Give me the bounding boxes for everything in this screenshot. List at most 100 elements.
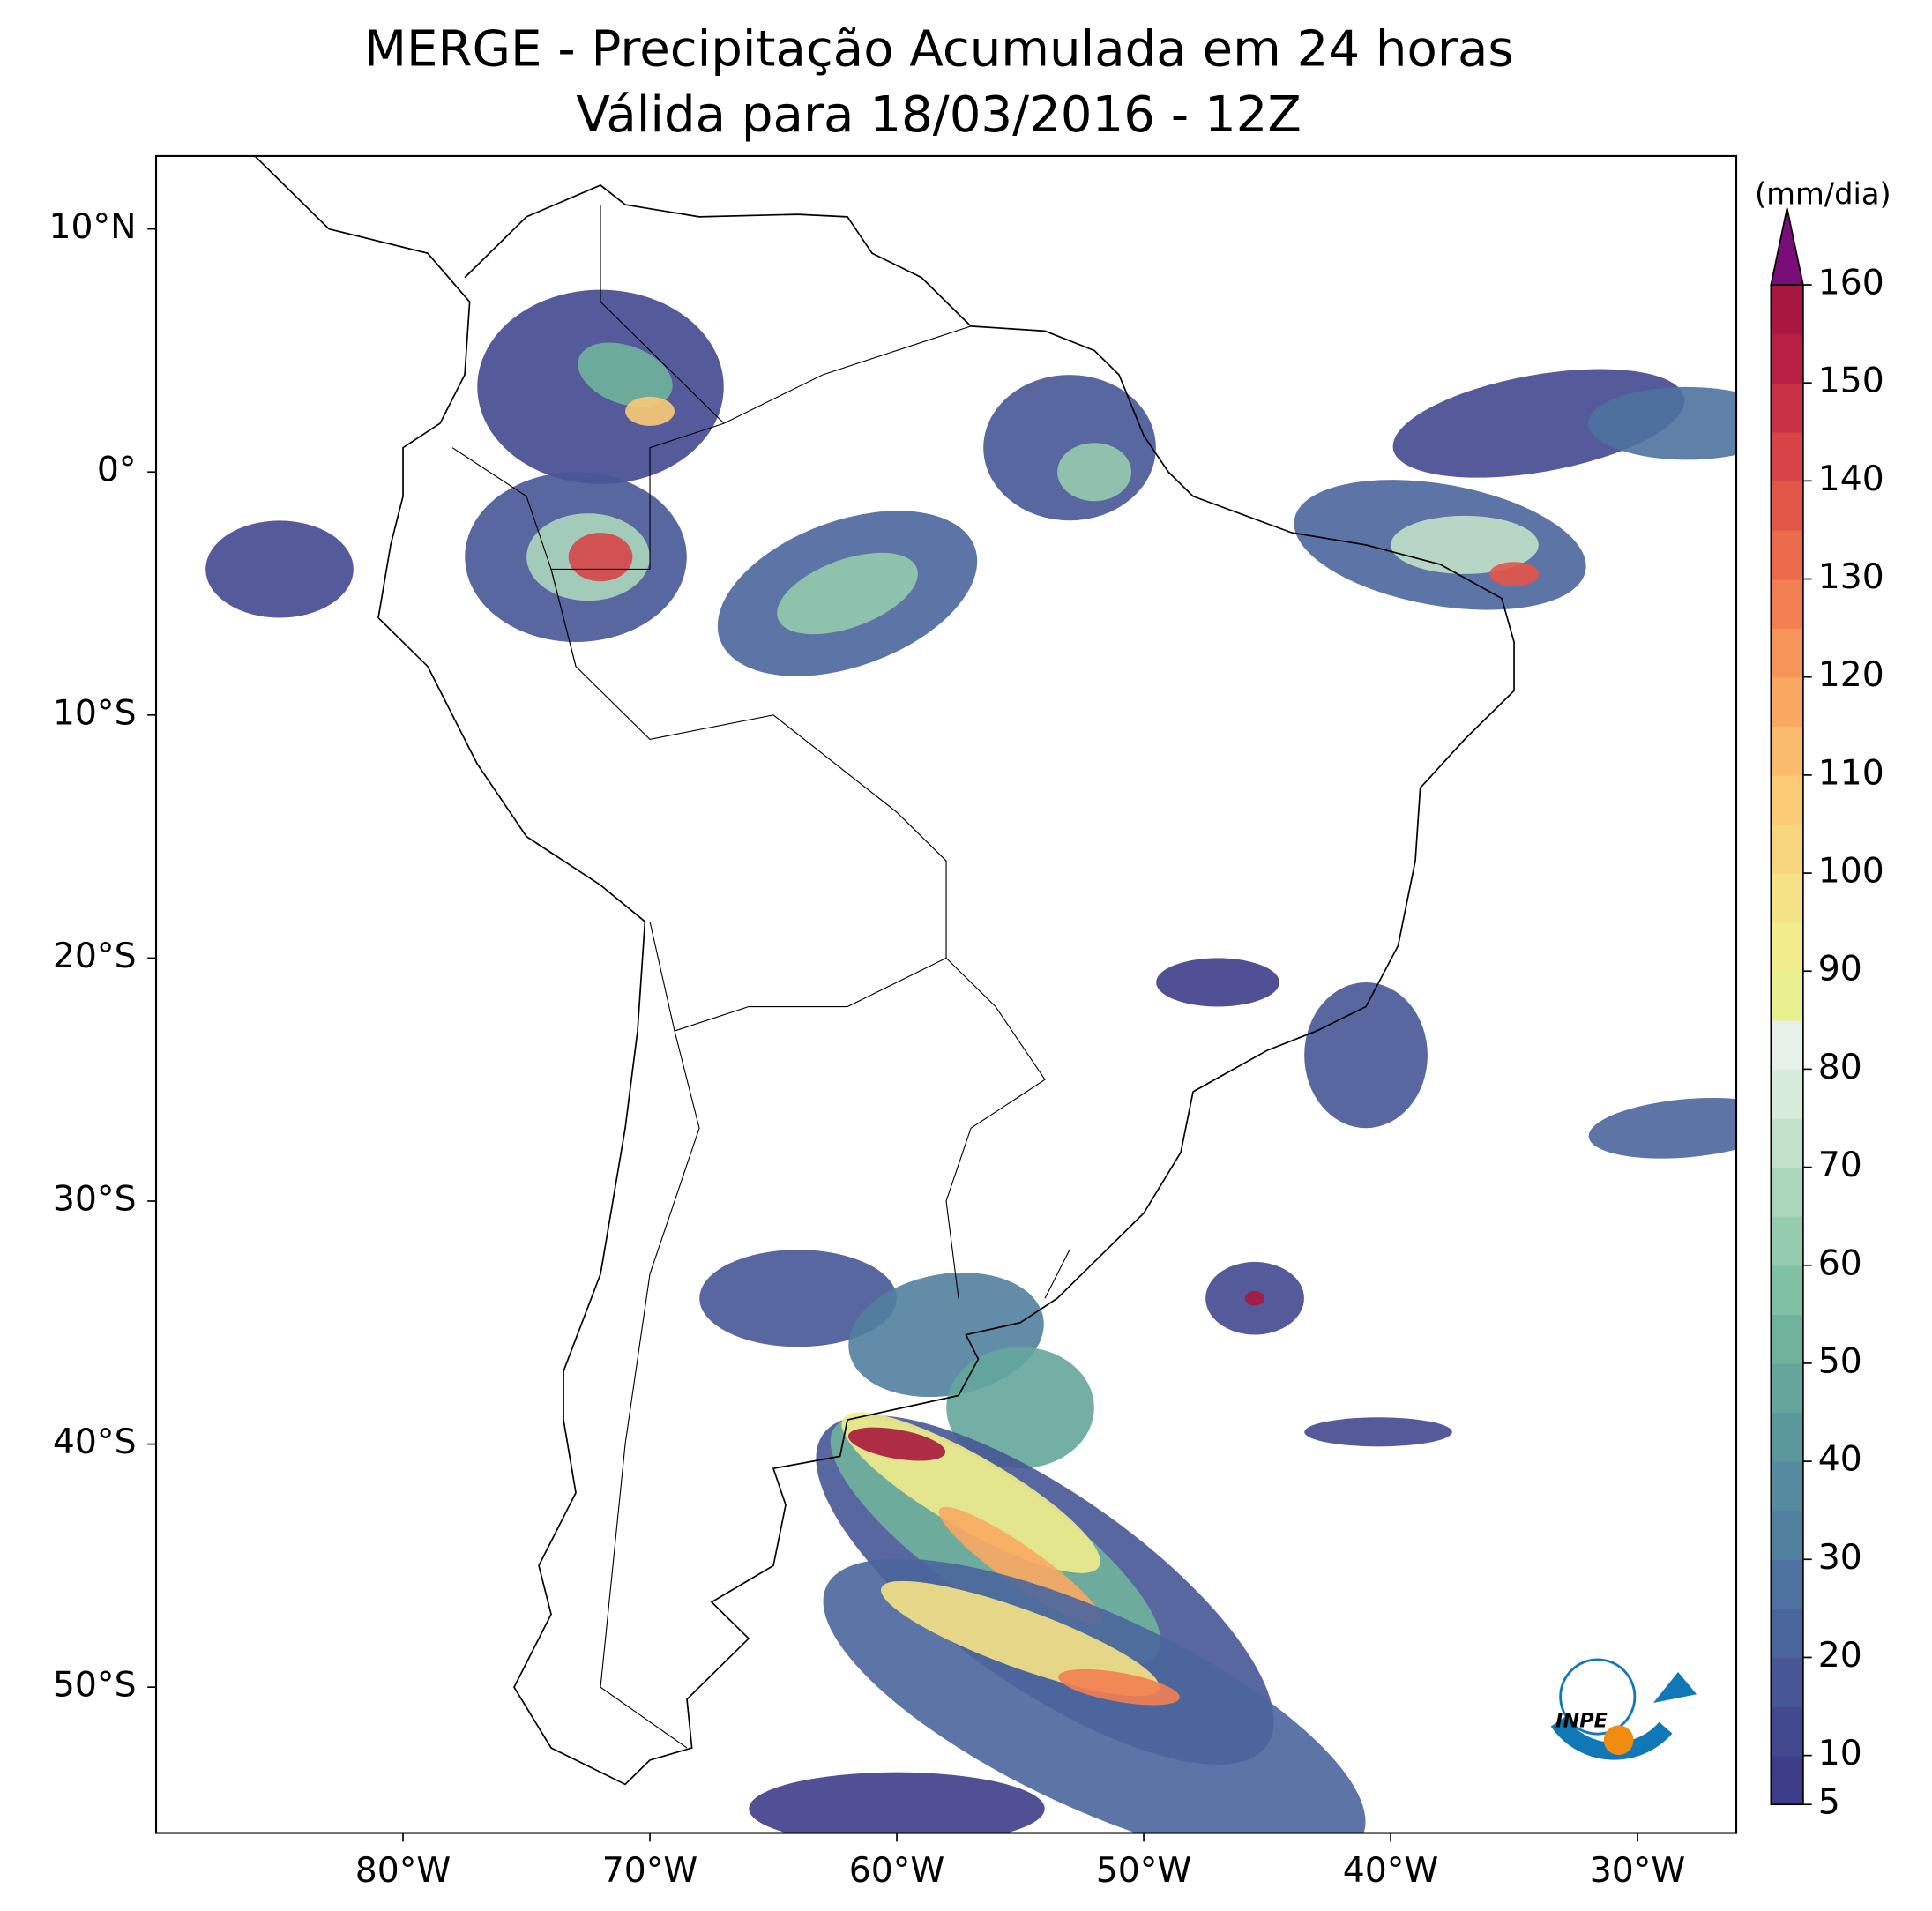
colorbar-band [1771, 1559, 1803, 1609]
precip-area [847, 1427, 946, 1461]
colorbar-band [1771, 1069, 1803, 1119]
colorbar-band [1771, 1608, 1803, 1659]
precip-area [625, 396, 675, 426]
colorbar-tick-label: 60 [1818, 1243, 1862, 1283]
colorbar-extend [1770, 207, 1804, 286]
colorbar-band [1771, 285, 1803, 335]
colorbar-tick-label: 50 [1818, 1341, 1862, 1381]
precip-area [1244, 1290, 1265, 1306]
colorbar-tick-label: 130 [1818, 557, 1884, 597]
border [600, 205, 725, 424]
colorbar-band [1771, 579, 1803, 629]
colorbar-tick-label: 30 [1818, 1538, 1862, 1578]
precip-area [1156, 958, 1279, 1007]
colorbar-tick-label: 70 [1818, 1146, 1862, 1185]
colorbar-tick-label: 140 [1818, 459, 1884, 499]
colorbar-tick-label: 110 [1818, 753, 1884, 793]
colorbar-band [1771, 1706, 1803, 1757]
logo-arrow [1652, 1671, 1697, 1704]
colorbar-tick-label: 90 [1818, 950, 1862, 989]
logo-orbit [1559, 1658, 1637, 1736]
colorbar-band [1771, 676, 1803, 728]
precip-area [946, 1347, 1094, 1469]
precip-area [1489, 562, 1539, 586]
colorbar-band [1771, 529, 1803, 580]
x-tick-label: 80°W [355, 1851, 451, 1891]
colorbar-band [1771, 1461, 1803, 1512]
colorbar-band [1771, 1510, 1803, 1560]
precip-area [1058, 1668, 1180, 1706]
x-tick-label: 40°W [1343, 1851, 1439, 1891]
x-tick-label: 70°W [602, 1851, 698, 1891]
precip-area [1057, 443, 1131, 502]
y-tick-label: 40°S [53, 1422, 137, 1462]
precip-area [1391, 515, 1539, 574]
y-tick-label: 0° [97, 451, 137, 490]
precip-area [578, 342, 673, 407]
colorbar-band [1771, 1362, 1803, 1414]
y-tick-label: 50°S [53, 1666, 137, 1706]
precip-area [1304, 1417, 1452, 1447]
colorbar-tick-label: 20 [1818, 1636, 1862, 1676]
precip-area [749, 1772, 1045, 1833]
colorbar-band [1771, 774, 1803, 825]
colorbar-tick-label: 10 [1818, 1734, 1862, 1773]
colorbar-band [1771, 824, 1803, 874]
colorbar-band [1771, 1265, 1803, 1316]
colorbar-tick-label: 120 [1818, 655, 1884, 695]
colorbar-band [1771, 726, 1803, 776]
precip-area [777, 552, 918, 635]
colorbar-tick-label: 40 [1818, 1440, 1862, 1480]
colorbar-band [1771, 1412, 1803, 1462]
title: MERGE - Precipitação Acumulada em 24 hor… [364, 21, 1514, 78]
colorbar-tick-label: 150 [1818, 362, 1884, 401]
colorbar-band [1771, 922, 1803, 972]
colorbar-band [1771, 431, 1803, 482]
x-tick-label: 30°W [1590, 1851, 1686, 1891]
logo-text: INPE [1555, 1710, 1608, 1733]
colorbar-band [1771, 1167, 1803, 1217]
coastline [254, 155, 1515, 1786]
precip-area [205, 520, 354, 618]
precip-area [1588, 386, 1737, 460]
colorbar-band [1771, 1117, 1803, 1168]
precip-area [1588, 1097, 1737, 1159]
colorbar-label: (mm/dia) [1755, 176, 1891, 211]
logo: INPE [1550, 1658, 1697, 1760]
colorbar-band [1771, 628, 1803, 678]
colorbar-band [1771, 1314, 1803, 1364]
map-frame [154, 154, 1738, 1834]
colorbar-tick-label: 80 [1818, 1048, 1862, 1087]
colorbar-band [1771, 383, 1803, 433]
border [945, 957, 1046, 1299]
y-tick-label: 10°N [48, 207, 136, 247]
colorbar-band [1771, 481, 1803, 531]
border [674, 957, 947, 1032]
colorbar-band [1771, 1755, 1803, 1805]
y-tick-label: 10°S [53, 693, 137, 733]
colorbar-tick-label: 5 [1818, 1783, 1840, 1823]
y-tick-label: 20°S [53, 937, 137, 976]
border [600, 921, 700, 1749]
colorbar-tick-label: 160 [1818, 264, 1884, 303]
precip-area [1304, 982, 1428, 1129]
colorbar-band [1771, 1216, 1803, 1266]
colorbar-frame [1770, 284, 1804, 1806]
border [1044, 1249, 1070, 1299]
logo-dot [1603, 1725, 1634, 1756]
colorbar-band [1771, 333, 1803, 384]
precip-area [1392, 369, 1685, 478]
colorbar-band [1771, 1019, 1803, 1071]
precip-area [881, 1580, 1160, 1697]
map-area [205, 155, 1737, 1833]
x-tick-label: 60°W [849, 1851, 945, 1891]
precip-area [699, 1250, 897, 1347]
colorbar-tick-label: 100 [1818, 852, 1884, 892]
colorbar-band [1771, 971, 1803, 1021]
precip-area [983, 375, 1156, 521]
precip-area [568, 533, 633, 582]
colorbar-band [1771, 1657, 1803, 1707]
y-tick-label: 30°S [53, 1179, 137, 1219]
colorbar-band [1771, 873, 1803, 923]
